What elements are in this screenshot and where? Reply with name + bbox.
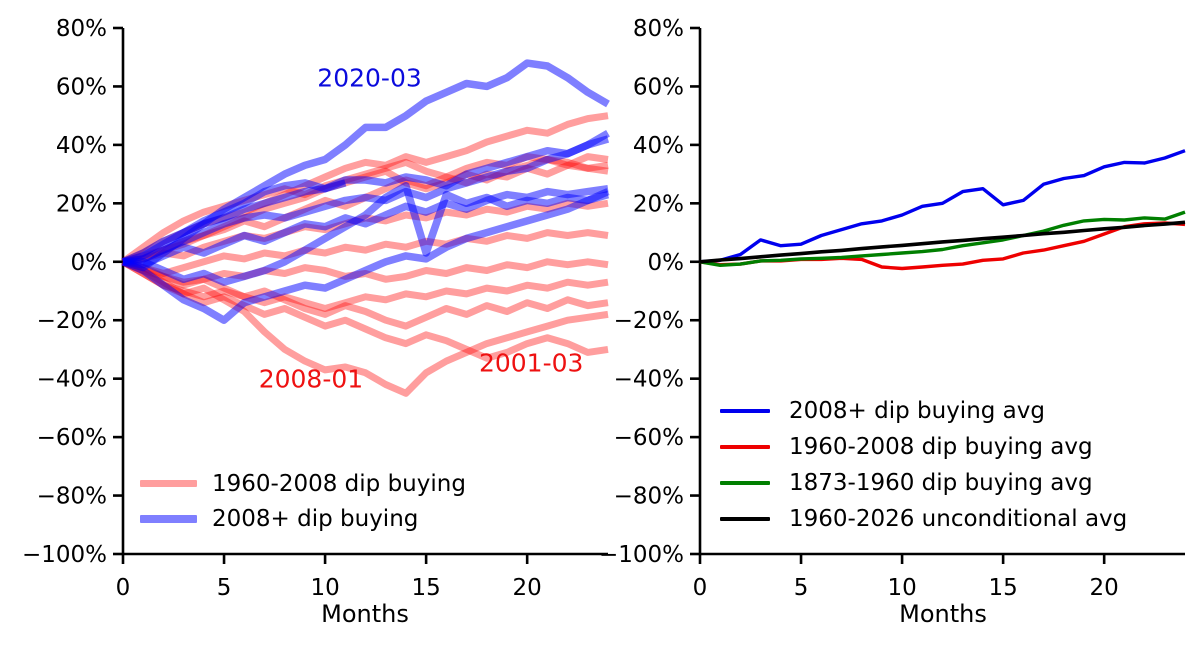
x-tick-label: 10 [310,575,339,601]
y-tick-label: 20% [633,191,684,217]
y-tick-label: −80% [37,484,107,510]
legend-left-panel: 1960-2008 dip buying 2008+ dip buying [140,466,466,536]
y-tick-label: −20% [37,308,107,334]
legend-swatch-2008plus-dip-buying [140,514,197,523]
legend-entry-unconditional-avg: 1960-2026 unconditional avg [720,501,1127,537]
annotation-2008-01: 2008-01 [258,364,364,394]
legend-swatch-1873-1960-avg [720,481,770,485]
y-tick-label: 80% [56,16,107,42]
legend-swatch-1960-2008-avg [720,445,770,449]
x-axis-label-left: Months [321,600,409,628]
x-tick-label: 15 [411,575,440,601]
y-tick-label: 40% [633,133,684,159]
legend-swatch-unconditional-avg [720,517,770,521]
series-2008+-dip-buying-avg [699,149,1186,264]
x-tick-label: 5 [794,575,809,601]
y-tick-label: 60% [633,74,684,100]
series-1960-2008-dip-path-8 [121,258,609,312]
legend-swatch-1960-2008-dip-buying [140,480,197,487]
legend-label-1873-1960-avg: 1873-1960 dip buying avg [789,470,1093,496]
x-tick-label: 0 [116,575,131,601]
y-tick-label: −40% [614,367,684,393]
y-tick-label: 20% [56,191,107,217]
legend-swatch-2008plus-avg [720,409,770,413]
annotation-2001-03: 2001-03 [478,348,584,378]
series-2008+-dip-path-4 [121,188,610,324]
y-tick-label: 0% [71,250,108,276]
y-tick-label: −100% [22,542,107,568]
legend-label-unconditional-avg: 1960-2026 unconditional avg [789,506,1128,532]
legend-right-panel: 2008+ dip buying avg 1960-2008 dip buyin… [720,393,1127,537]
series-1960-2008-dip-path-9 [122,258,609,330]
y-tick-label: −80% [614,484,684,510]
y-tick-label: 60% [56,74,107,100]
x-tick-label: 20 [513,575,542,601]
right-panel: 80% 60% 40% 20% 0% −20% −40% −60% −80% −100% 0 5 10 1… [599,16,1186,601]
legend-entry-1873-1960-avg: 1873-1960 dip buying avg [720,465,1127,501]
legend-label-1960-2008-avg: 1960-2008 dip buying avg [789,434,1093,460]
legend-entry-2008plus-avg: 2008+ dip buying avg [720,393,1127,429]
y-tick-label: −60% [614,425,684,451]
series-1873-1960-dip-buying-avg [699,210,1186,267]
y-tick-label: 40% [56,133,107,159]
x-tick-label: 20 [1090,575,1119,601]
legend-label-2008plus-avg: 2008+ dip buying avg [789,398,1045,424]
y-tick-label: 80% [633,16,684,42]
series-2008+-dip-path-7 [122,184,609,269]
x-tick-label: 15 [988,575,1017,601]
legend-entry-1960-2008-avg: 1960-2008 dip buying avg [720,429,1127,465]
y-tick-label: −40% [37,367,107,393]
x-tick-label: 5 [217,575,232,601]
legend-entry-1960-2008-dip-buying: 1960-2008 dip buying [140,466,466,501]
series-2001-03-dip [121,258,609,362]
legend-label-1960-2008-dip-buying: 1960-2008 dip buying [212,470,466,497]
legend-label-2008plus-dip-buying: 2008+ dip buying [212,505,419,532]
x-axis-label-right: Months [899,600,987,628]
y-tick-label: −100% [599,542,684,568]
legend-entry-2008plus-dip-buying: 2008+ dip buying [140,501,466,536]
y-tick-label: −60% [37,425,107,451]
series-1960-2026-unconditional-avg [699,220,1186,264]
x-tick-label: 0 [693,575,708,601]
series-2008+-dip-path-6 [121,179,347,266]
annotation-2020-03: 2020-03 [317,63,422,93]
y-tick-label: −20% [614,308,684,334]
y-tick-label: 0% [648,250,685,276]
x-tick-label: 10 [887,575,916,601]
series-2008-01-dip [121,258,609,397]
series-2008+-dip-path-3 [122,135,610,266]
left-panel: 80% 60% 40% 20% 0% −20% −40% −60% −80% −100% 0 5 10 1… [22,16,610,601]
series-1960-2008-dip-path-6 [122,229,609,277]
